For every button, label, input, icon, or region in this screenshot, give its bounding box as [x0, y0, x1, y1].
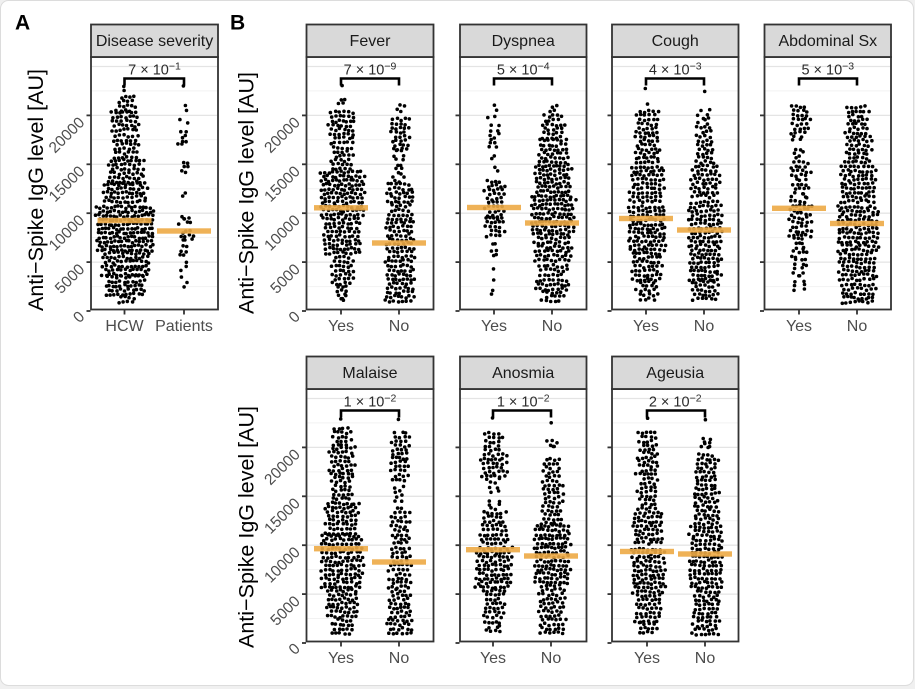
svg-text:No: No	[542, 318, 563, 335]
svg-text:Anti−Spike IgG level [AU]: Anti−Spike IgG level [AU]	[235, 406, 259, 648]
svg-text:Yes: Yes	[328, 318, 354, 335]
svg-text:No: No	[694, 318, 715, 335]
svg-text:Fever: Fever	[350, 33, 392, 50]
svg-text:No: No	[695, 650, 716, 667]
svg-text:Yes: Yes	[480, 650, 506, 667]
svg-text:HCW: HCW	[105, 318, 144, 335]
svg-text:4 × 10−3: 4 × 10−3	[649, 61, 702, 79]
svg-text:Yes: Yes	[328, 650, 354, 667]
svg-text:No: No	[389, 650, 410, 667]
svg-text:Anosmia: Anosmia	[492, 365, 554, 382]
svg-text:5 × 10−4: 5 × 10−4	[497, 61, 550, 79]
svg-text:Disease severity: Disease severity	[96, 33, 213, 50]
svg-text:Ageusia: Ageusia	[646, 365, 704, 382]
svg-text:Cough: Cough	[652, 33, 699, 50]
svg-text:No: No	[541, 650, 562, 667]
svg-text:7 × 10−9: 7 × 10−9	[344, 61, 397, 79]
svg-text:7 × 10−1: 7 × 10−1	[128, 61, 181, 79]
svg-text:No: No	[847, 318, 868, 335]
svg-text:A: A	[15, 12, 30, 35]
svg-text:Abdominal Sx: Abdominal Sx	[778, 33, 877, 50]
svg-text:B: B	[230, 12, 245, 35]
svg-text:1 × 10−2: 1 × 10−2	[344, 393, 397, 411]
svg-text:Anti−Spike IgG level [AU]: Anti−Spike IgG level [AU]	[235, 72, 259, 314]
svg-text:No: No	[389, 318, 410, 335]
svg-text:Yes: Yes	[633, 318, 659, 335]
svg-text:2 × 10−2: 2 × 10−2	[649, 393, 702, 411]
svg-text:Yes: Yes	[634, 650, 660, 667]
svg-text:Patients: Patients	[155, 318, 213, 335]
svg-text:Anti−Spike IgG level [AU]: Anti−Spike IgG level [AU]	[24, 69, 48, 311]
svg-text:5 × 10−3: 5 × 10−3	[801, 61, 854, 79]
svg-text:Yes: Yes	[786, 318, 812, 335]
svg-text:Yes: Yes	[481, 318, 507, 335]
svg-text:Dyspnea: Dyspnea	[492, 33, 555, 50]
svg-text:Malaise: Malaise	[342, 365, 397, 382]
svg-text:1 × 10−2: 1 × 10−2	[497, 393, 550, 411]
